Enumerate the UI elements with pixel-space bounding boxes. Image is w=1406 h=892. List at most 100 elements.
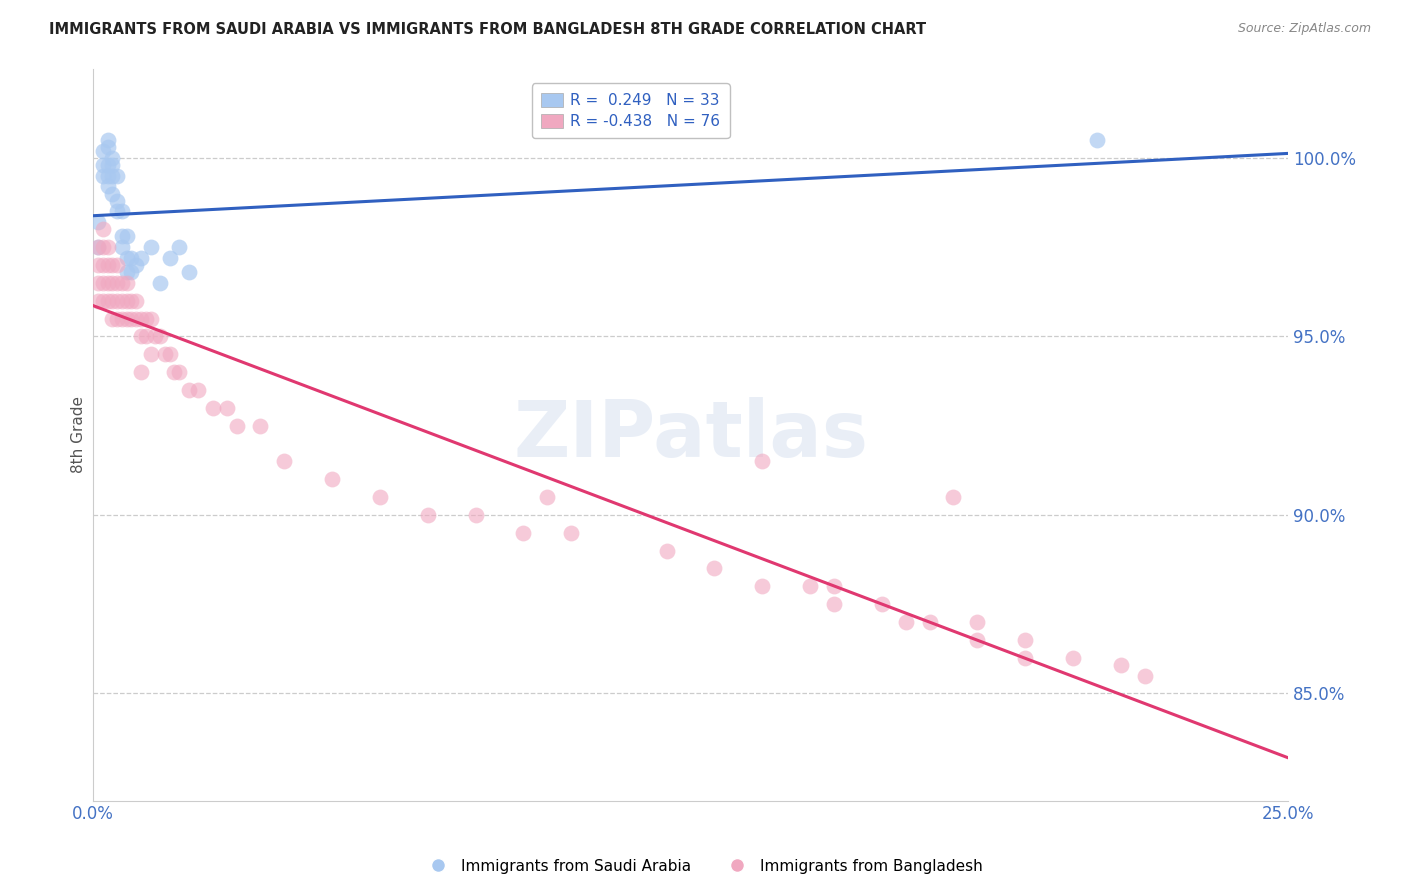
Point — [101, 151, 124, 165]
Point — [149, 276, 172, 290]
Point — [96, 258, 118, 272]
Point — [751, 454, 773, 468]
Point — [105, 194, 128, 208]
Point — [751, 579, 773, 593]
Point — [464, 508, 486, 522]
Point — [536, 490, 558, 504]
Point — [799, 579, 821, 593]
Point — [129, 251, 152, 265]
Point — [560, 525, 582, 540]
Point — [96, 140, 118, 154]
Point — [703, 561, 725, 575]
Point — [111, 311, 134, 326]
Point — [91, 240, 114, 254]
Point — [167, 365, 190, 379]
Point — [167, 240, 190, 254]
Point — [321, 472, 343, 486]
Point — [101, 311, 124, 326]
Point — [823, 579, 845, 593]
Point — [135, 329, 157, 343]
Point — [91, 144, 114, 158]
Text: ZIPatlas: ZIPatlas — [513, 397, 868, 473]
Point — [101, 258, 124, 272]
Point — [129, 329, 152, 343]
Point — [159, 347, 181, 361]
Point — [139, 347, 162, 361]
Point — [1014, 650, 1036, 665]
Point — [512, 525, 534, 540]
Point — [111, 240, 134, 254]
Point — [201, 401, 224, 415]
Point — [111, 276, 134, 290]
Point — [105, 276, 128, 290]
Point — [115, 251, 138, 265]
Point — [115, 229, 138, 244]
Point — [135, 311, 157, 326]
Point — [120, 293, 142, 308]
Point — [101, 293, 124, 308]
Point — [105, 311, 128, 326]
Point — [91, 169, 114, 183]
Point — [96, 133, 118, 147]
Point — [105, 258, 128, 272]
Point — [187, 383, 209, 397]
Point — [91, 258, 114, 272]
Point — [368, 490, 391, 504]
Point — [918, 615, 941, 629]
Point — [101, 186, 124, 201]
Point — [105, 293, 128, 308]
Point — [139, 311, 162, 326]
Legend: R =  0.249   N = 33, R = -0.438   N = 76: R = 0.249 N = 33, R = -0.438 N = 76 — [531, 84, 730, 138]
Point — [1085, 133, 1108, 147]
Point — [105, 204, 128, 219]
Point — [91, 276, 114, 290]
Text: IMMIGRANTS FROM SAUDI ARABIA VS IMMIGRANTS FROM BANGLADESH 8TH GRADE CORRELATION: IMMIGRANTS FROM SAUDI ARABIA VS IMMIGRAN… — [49, 22, 927, 37]
Point — [823, 597, 845, 611]
Point — [1133, 668, 1156, 682]
Point — [87, 240, 110, 254]
Point — [249, 418, 271, 433]
Point — [120, 251, 142, 265]
Point — [87, 215, 110, 229]
Point — [96, 158, 118, 172]
Point — [225, 418, 247, 433]
Point — [125, 293, 148, 308]
Point — [1109, 657, 1132, 672]
Point — [149, 329, 172, 343]
Point — [115, 276, 138, 290]
Point — [91, 222, 114, 236]
Point — [91, 158, 114, 172]
Point — [966, 632, 988, 647]
Point — [91, 293, 114, 308]
Point — [129, 311, 152, 326]
Point — [1062, 650, 1084, 665]
Point — [942, 490, 965, 504]
Point — [416, 508, 439, 522]
Point — [96, 293, 118, 308]
Point — [101, 158, 124, 172]
Point — [105, 169, 128, 183]
Point — [159, 251, 181, 265]
Point — [655, 543, 678, 558]
Point — [101, 276, 124, 290]
Text: Source: ZipAtlas.com: Source: ZipAtlas.com — [1237, 22, 1371, 36]
Point — [143, 329, 166, 343]
Point — [115, 265, 138, 279]
Point — [870, 597, 893, 611]
Point — [139, 240, 162, 254]
Point — [96, 240, 118, 254]
Point — [120, 265, 142, 279]
Point — [1014, 632, 1036, 647]
Point — [115, 311, 138, 326]
Point — [96, 169, 118, 183]
Point — [125, 258, 148, 272]
Point — [153, 347, 176, 361]
Y-axis label: 8th Grade: 8th Grade — [72, 396, 86, 473]
Point — [87, 276, 110, 290]
Point — [87, 293, 110, 308]
Point — [111, 204, 134, 219]
Point — [163, 365, 186, 379]
Point — [115, 293, 138, 308]
Point — [177, 265, 200, 279]
Point — [120, 311, 142, 326]
